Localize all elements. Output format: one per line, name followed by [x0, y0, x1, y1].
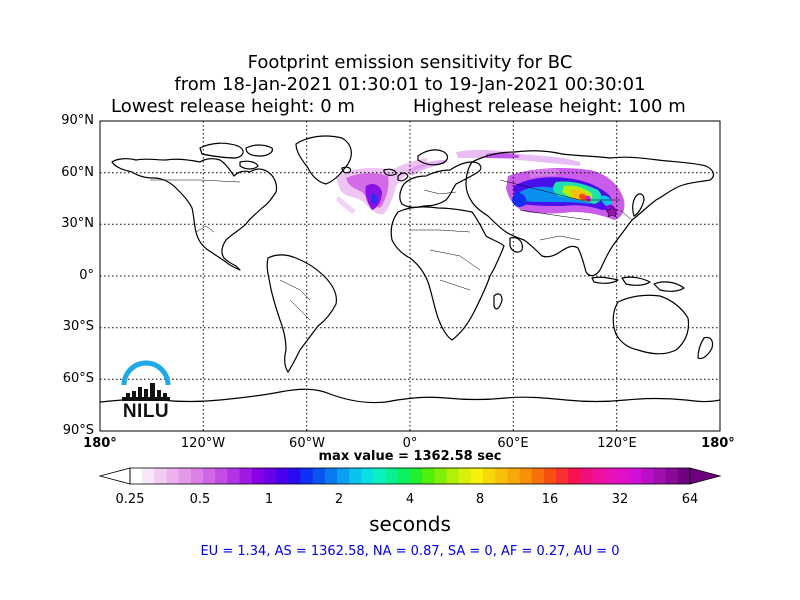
release-height-lowest: Lowest release height: 0 m — [111, 96, 355, 117]
colorbar-segment — [665, 468, 679, 484]
colorbar-segment — [580, 468, 594, 484]
colorbar-segment — [397, 468, 411, 484]
lon-label-60e: 60°E — [497, 436, 529, 451]
colorbar-segment — [470, 468, 484, 484]
colorbar-segment — [653, 468, 667, 484]
regional-summary: EU = 1.34, AS = 1362.58, NA = 0.87, SA =… — [200, 544, 620, 559]
sensitivity-plume-atlantic — [336, 158, 446, 215]
colorbar-tick: 4 — [405, 492, 415, 507]
colorbar-segment — [616, 468, 630, 484]
lon-label-180e: 180° — [701, 436, 735, 451]
colorbar — [98, 467, 722, 485]
colorbar-segment — [641, 468, 654, 484]
colorbar-label: seconds — [369, 512, 451, 536]
colorbar-segment — [324, 468, 338, 484]
colorbar-segment — [203, 468, 216, 484]
sensitivity-plume-asia — [506, 168, 625, 220]
colorbar-segment — [495, 468, 508, 484]
colorbar-segment — [190, 468, 204, 484]
max-value-label: max value = 1362.58 sec — [318, 449, 502, 464]
colorbar-segment — [568, 468, 581, 484]
nilu-logo: NILU — [118, 357, 174, 422]
colorbar-tick: 8 — [475, 492, 485, 507]
colorbar-segment — [604, 468, 618, 484]
lat-label-30s: 30°S — [62, 319, 94, 334]
colorbar-segment — [263, 468, 277, 484]
colorbar-segment — [215, 468, 228, 484]
lat-label-60s: 60°S — [62, 371, 94, 386]
colorbar-tick: 2 — [334, 492, 344, 507]
colorbar-extend-high — [689, 467, 722, 485]
colorbar-segment — [166, 468, 180, 484]
colorbar-segment — [519, 468, 533, 484]
colorbar-segment — [556, 468, 569, 484]
colorbar-segment — [276, 468, 289, 484]
colorbar-tick: 1 — [264, 492, 274, 507]
colorbar-segment — [178, 468, 192, 484]
nilu-logo-mark — [121, 360, 171, 401]
colorbar-tick: 64 — [681, 492, 699, 507]
release-height-highest: Highest release height: 100 m — [413, 96, 686, 117]
lon-label-60w: 60°W — [289, 436, 325, 451]
colorbar-segment — [458, 468, 472, 484]
colorbar-segment — [422, 468, 435, 484]
colorbar-segment — [373, 468, 387, 484]
colorbar-segment — [154, 468, 167, 484]
lon-label-0: 0° — [402, 436, 418, 451]
colorbar-segment — [349, 468, 362, 484]
lon-label-180w: 180° — [83, 436, 117, 451]
lon-label-120w: 120°W — [180, 436, 226, 451]
colorbar-segment — [629, 468, 642, 484]
colorbar-segment — [361, 468, 374, 484]
colorbar-segment — [507, 468, 520, 484]
colorbar-segment — [483, 468, 496, 484]
colorbar-tick: 32 — [611, 492, 629, 507]
colorbar-segment — [239, 468, 253, 484]
colorbar-segment — [446, 468, 460, 484]
colorbar-segment — [288, 468, 301, 484]
colorbar-segment — [130, 468, 143, 484]
colorbar-segment — [531, 468, 545, 484]
colorbar-segment — [592, 468, 606, 484]
colorbar-segment — [543, 468, 557, 484]
graticule — [100, 121, 720, 431]
colorbar-tick: 0.5 — [189, 492, 211, 507]
colorbar-tick: 16 — [541, 492, 559, 507]
colorbar-segment — [251, 468, 265, 484]
release-point-marker — [605, 205, 619, 218]
colorbar-segment — [300, 468, 314, 484]
lat-label-90n: 90°N — [61, 113, 94, 128]
lat-label-0: 0° — [79, 268, 94, 283]
colorbar-segment — [410, 468, 423, 484]
colorbar-segment — [434, 468, 447, 484]
plot-title-line2: from 18-Jan-2021 01:30:01 to 19-Jan-2021… — [174, 74, 646, 95]
nilu-logo-text: NILU — [122, 401, 170, 422]
colorbar-segment — [227, 468, 240, 484]
colorbar-border — [129, 467, 691, 485]
colorbar-segment — [385, 468, 399, 484]
lat-label-60n: 60°N — [61, 165, 94, 180]
colorbar-segment — [677, 468, 691, 484]
colorbar-tick: 0.25 — [115, 492, 145, 507]
colorbar-extend-low — [98, 467, 131, 485]
colorbar-segment — [142, 468, 155, 484]
plot-title-line1: Footprint emission sensitivity for BC — [247, 52, 573, 73]
country-borders — [150, 179, 633, 321]
colorbar-segment — [336, 468, 350, 484]
lat-label-90s: 90°S — [62, 423, 94, 438]
lat-label-30n: 30°N — [61, 216, 94, 231]
lon-label-120e: 120°E — [597, 436, 637, 451]
colorbar-segment — [312, 468, 326, 484]
